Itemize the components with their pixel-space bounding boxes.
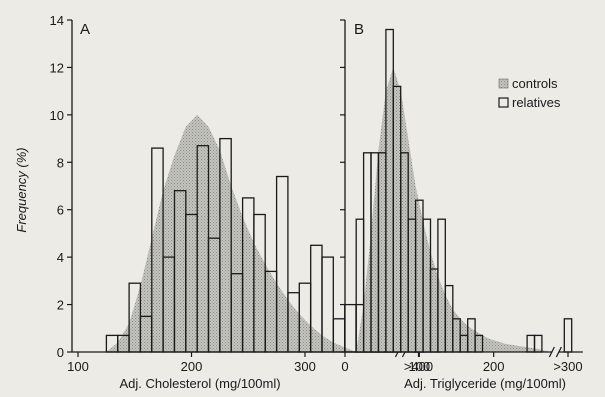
panel-a-x-axis-label: Adj. Cholesterol (mg/100ml) bbox=[119, 376, 280, 391]
y-tick-label-7: 14 bbox=[50, 13, 64, 28]
panel-b-controls-layer bbox=[356, 67, 550, 353]
panel-b-axis-break-mark-2 bbox=[555, 346, 562, 358]
panel-b-letter: B bbox=[354, 21, 364, 38]
panel-b-x-tick-label-0: 0 bbox=[341, 359, 348, 374]
legend-relatives-swatch bbox=[498, 97, 509, 108]
panel-b-axes-layer: 0 100 200 >300 bbox=[340, 19, 583, 374]
legend-controls-swatch bbox=[498, 78, 509, 89]
panel-b-x-tick-label-3: >300 bbox=[553, 359, 582, 374]
panel-b: 0 100 200 >300 B Adj. Triglyceride (mg/100m… bbox=[340, 19, 583, 391]
y-tick-label-6: 12 bbox=[50, 60, 64, 75]
legend-controls-label: controls bbox=[512, 76, 558, 91]
y-tick-label-0: 0 bbox=[57, 345, 64, 360]
legend-relatives-label: relatives bbox=[512, 95, 561, 110]
panel-b-x-axis-label: Adj. Triglyceride (mg/100ml) bbox=[404, 376, 566, 391]
panel-a: 0 2 4 6 8 10 12 14 100 200 300 >400 A Adj. Choleste… bbox=[50, 13, 442, 391]
panel-a-x-tick-label-2: 300 bbox=[294, 359, 316, 374]
panel-a-x-tick-label-0: 100 bbox=[67, 359, 89, 374]
panel-b-axis-break-mark-1 bbox=[548, 346, 555, 358]
y-tick-label-1: 2 bbox=[57, 298, 64, 313]
panel-b-x-tick-label-2: 200 bbox=[483, 359, 505, 374]
panel-b-x-tick-label-1: 100 bbox=[408, 359, 430, 374]
y-tick-label-3: 6 bbox=[57, 203, 64, 218]
y-tick-label-2: 4 bbox=[57, 250, 64, 265]
panel-a-x-tick-label-1: 200 bbox=[181, 359, 203, 374]
panel-b-controls-area bbox=[356, 67, 550, 353]
y-axis-label: Frequency (%) bbox=[14, 147, 29, 232]
legend: controls relatives bbox=[498, 76, 561, 110]
panel-a-relatives-bar-21 bbox=[344, 303, 357, 353]
panel-b-relatives-bar-19 bbox=[563, 318, 573, 353]
y-tick-label-5: 10 bbox=[50, 108, 64, 123]
y-tick-label-4: 8 bbox=[57, 155, 64, 170]
panel-a-letter: A bbox=[80, 21, 90, 38]
panel-a-x-tick-label-3: >400 bbox=[404, 359, 433, 374]
